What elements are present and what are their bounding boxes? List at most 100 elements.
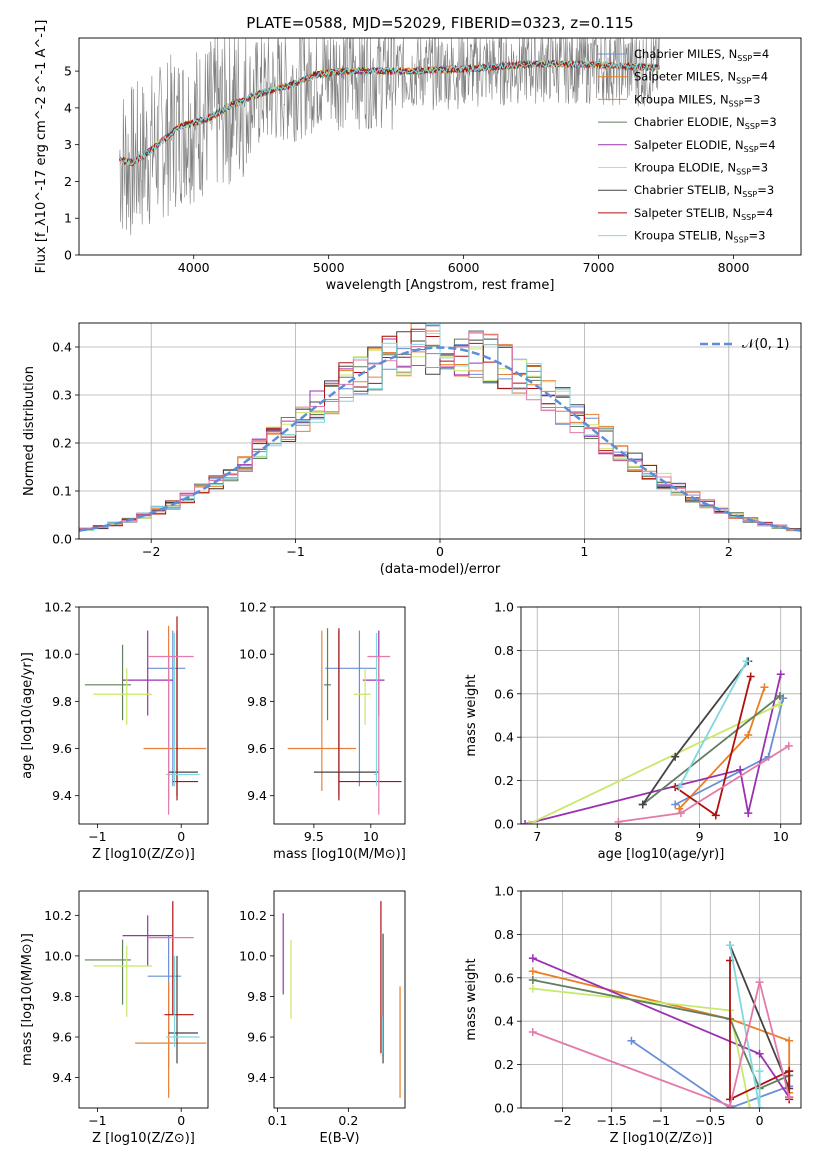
- axes-frame: [78, 606, 209, 825]
- series-line: [532, 970, 791, 1093]
- axes-frame: [273, 890, 406, 1109]
- legend-label: 𝒩(0, 1): [742, 337, 789, 352]
- y-tick-label: 0.2: [52, 436, 72, 451]
- y-tick-label: 4: [64, 100, 72, 115]
- y-tick-label: 1: [64, 211, 72, 226]
- y-tick-label: 0.6: [494, 686, 514, 701]
- x-tick-label: 8: [614, 829, 622, 844]
- histogram-step: [79, 324, 801, 531]
- series-marker: [785, 1036, 794, 1045]
- x-tick-label: 0.1: [268, 1113, 288, 1128]
- axes-frame: [78, 890, 209, 1109]
- mass_vs_ebv-plot-area: [282, 901, 401, 1098]
- series-line: [642, 695, 781, 806]
- series-line: [528, 703, 780, 824]
- y-tick-label: 10.2: [44, 600, 72, 615]
- y-tick-label: 0: [64, 248, 72, 263]
- x-axis-label: (data-model)/error: [380, 562, 501, 577]
- x-tick-label: 0: [436, 544, 444, 559]
- model-spectrum: [119, 58, 660, 166]
- chart-weight_vs_Z: −2 −1.5 −1 −0.5 0 0.0 0.2 0.4 0.6 0.8 1.0 Z [log10(…: [464, 884, 802, 1146]
- x-tick-label: 10: [363, 829, 379, 844]
- series-marker: [746, 672, 755, 681]
- series-marker: [744, 809, 753, 818]
- series-line: [524, 674, 782, 824]
- chart-mass_vs_ebv: 0.1 0.2 9.4 9.6 9.8 10.0 10.2 E(B-V): [239, 890, 406, 1146]
- age_vs_Z-plot-area: [84, 616, 207, 815]
- x-tick-label: 2: [725, 544, 733, 559]
- y-tick-label: 9.4: [247, 1070, 267, 1085]
- series-marker: [736, 765, 745, 774]
- y-tick-label: 10.2: [239, 600, 267, 615]
- y-tick-label: 10.2: [239, 908, 267, 923]
- series-marker: [755, 1067, 764, 1076]
- series-line: [532, 979, 790, 1090]
- data-spectrum: [119, 38, 660, 236]
- series-marker: [775, 700, 784, 709]
- y-tick-label: 10.0: [44, 948, 72, 963]
- y-tick-label: 9.8: [247, 989, 267, 1004]
- series-marker: [528, 1028, 537, 1037]
- x-axis-label: Z [log10(Z/Z⊙)]: [610, 1131, 713, 1146]
- chart-residuals: −2 −1 0 1 2 0.0 0.1 0.2 0.3 0.4 (data-model)/error…: [22, 322, 802, 577]
- weight_vs_age-grid: [521, 606, 801, 825]
- series-marker: [627, 1036, 636, 1045]
- y-tick-label: 9.8: [52, 989, 72, 1004]
- y-tick-label: 9.8: [247, 694, 267, 709]
- x-tick-label: 0: [177, 829, 185, 844]
- chart-age_vs_mass: 9.5 10 9.4 9.6 9.8 10.0 10.2 mass [log10(M/M⊙)]: [239, 600, 406, 863]
- series-marker: [785, 1067, 794, 1076]
- x-tick-label: −1: [88, 1113, 106, 1128]
- x-tick-label: −1: [286, 544, 304, 559]
- legend-label: Chabrier ELODIE, NSSP=3: [634, 115, 777, 131]
- x-tick-label: −0.5: [695, 1113, 725, 1128]
- x-tick-label: 1: [580, 544, 588, 559]
- x-axis-label: Z [log10(Z/Z⊙)]: [92, 1131, 195, 1146]
- y-axis-label: mass [log10(M/M⊙)]: [20, 933, 35, 1066]
- series-marker: [755, 978, 764, 987]
- y-axis-label: Flux [f_λ10^-17 erg cm^-2 s^-1 A^-1]: [34, 20, 49, 274]
- legend-label: Salpeter STELIB, NSSP=4: [634, 206, 773, 222]
- y-tick-label: 0.4: [52, 340, 72, 355]
- figure-title: PLATE=0588, MJD=52029, FIBERID=0323, z=0…: [246, 14, 633, 32]
- legend: Chabrier MILES, NSSP=4 Salpeter MILES, NS…: [598, 47, 777, 245]
- chart-weight_vs_age: 7 8 9 10 0.0 0.2 0.4 0.6 0.8 1.0 age [log10(age/yr…: [464, 600, 802, 862]
- legend-label: Kroupa MILES, NSSP=3: [634, 92, 760, 108]
- x-tick-label: 9: [696, 829, 704, 844]
- series-marker: [755, 1104, 764, 1108]
- x-tick-label: 8000: [718, 260, 750, 275]
- y-tick-label: 9.6: [52, 741, 72, 756]
- y-tick-label: 0.8: [494, 927, 514, 942]
- x-axis-label: mass [log10(M/M⊙)]: [273, 847, 406, 862]
- y-tick-label: 0.4: [494, 1014, 514, 1029]
- series-marker: [671, 800, 680, 809]
- series-marker: [784, 741, 793, 750]
- y-tick-label: 0.2: [494, 773, 514, 788]
- y-tick-label: 9.6: [52, 1030, 72, 1045]
- chart-age_vs_Z: −1 0 9.4 9.6 9.8 10.0 10.2 Z [log10(Z/Z⊙)] age […: [20, 600, 209, 862]
- y-tick-label: 9.6: [247, 1030, 267, 1045]
- y-tick-label: 9.6: [247, 741, 267, 756]
- series-line: [674, 676, 752, 817]
- y-tick-label: 0.4: [494, 730, 514, 745]
- age_vs_mass-plot-area: [287, 628, 402, 815]
- x-tick-label: 10: [773, 829, 789, 844]
- series-marker: [521, 820, 530, 824]
- series-marker: [744, 731, 753, 740]
- legend-label: Kroupa ELODIE, NSSP=3: [634, 161, 768, 177]
- series-marker: [726, 1101, 735, 1108]
- residuals-plot-area: [79, 323, 801, 532]
- series-line: [674, 697, 784, 806]
- weight_vs_Z-plot-area: [528, 941, 794, 1108]
- legend-label: Salpeter MILES, NSSP=4: [634, 70, 768, 86]
- axes-frame: [520, 606, 802, 825]
- y-tick-label: 9.4: [247, 788, 267, 803]
- y-tick-label: 0.1: [52, 484, 72, 499]
- series-marker: [528, 975, 537, 984]
- y-tick-label: 10.0: [239, 647, 267, 662]
- y-tick-label: 1.0: [494, 884, 514, 899]
- legend-label: Salpeter ELODIE, NSSP=4: [634, 138, 776, 154]
- x-axis-label: E(B-V): [319, 1131, 359, 1146]
- x-tick-label: 0: [756, 1113, 764, 1128]
- series-marker: [676, 809, 685, 818]
